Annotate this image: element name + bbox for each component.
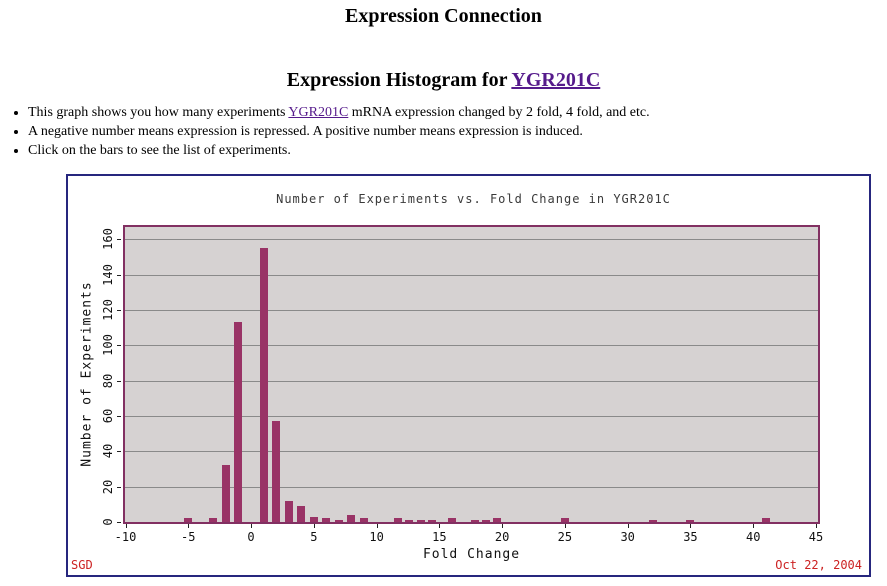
- histogram-chart: Number of Experiments vs. Fold Change in…: [66, 174, 871, 577]
- x-tick: [816, 524, 817, 528]
- y-tick: [117, 487, 121, 488]
- bullet-text: This graph shows you how many experiment…: [28, 105, 289, 120]
- notes-list: This graph shows you how many experiment…: [0, 105, 887, 159]
- histogram-bar[interactable]: [482, 520, 490, 522]
- chart-title: Number of Experiments vs. Fold Change in…: [276, 192, 671, 206]
- bullet-text: mRNA expression changed by 2 fold, 4 fol…: [348, 105, 650, 120]
- histogram-bar[interactable]: [209, 518, 217, 522]
- histogram-subtitle: Expression Histogram for YGR201C: [0, 69, 887, 92]
- histogram-bar[interactable]: [360, 518, 368, 522]
- x-tick-label: 35: [683, 530, 698, 544]
- plot-area: [123, 225, 820, 524]
- x-tick: [188, 524, 189, 528]
- x-tick: [628, 524, 629, 528]
- x-tick-label: 0: [247, 530, 255, 544]
- y-axis-title: Number of Experiments: [79, 281, 95, 467]
- histogram-bar[interactable]: [417, 520, 425, 522]
- histogram-bar[interactable]: [335, 520, 343, 522]
- y-tick-label: 80: [101, 373, 115, 388]
- histogram-bar[interactable]: [471, 520, 479, 522]
- x-tick: [314, 524, 315, 528]
- gridline: [125, 380, 818, 382]
- x-tick-label: 25: [557, 530, 573, 544]
- y-tick: [117, 275, 121, 276]
- histogram-bar[interactable]: [222, 465, 230, 522]
- y-tick-label: 0: [101, 518, 115, 526]
- x-tick-label: 5: [310, 530, 318, 544]
- gridline: [125, 451, 818, 453]
- histogram-bar[interactable]: [272, 421, 280, 522]
- subtitle-prefix: Expression Histogram for: [286, 69, 512, 91]
- x-axis-title: Fold Change: [422, 547, 521, 562]
- bullet-text: Click on the bars to see the list of exp…: [28, 143, 291, 158]
- y-tick-label: 100: [101, 334, 115, 357]
- y-tick-label: 120: [101, 299, 115, 321]
- list-item: Click on the bars to see the list of exp…: [28, 143, 887, 159]
- gridline: [125, 486, 818, 488]
- list-item: This graph shows you how many experiment…: [28, 105, 887, 121]
- y-tick-label: 20: [101, 479, 115, 494]
- x-tick-label: -5: [181, 530, 196, 544]
- gridline: [125, 274, 818, 276]
- histogram-bar[interactable]: [347, 515, 355, 522]
- y-tick: [117, 416, 121, 417]
- histogram-bar[interactable]: [428, 520, 436, 522]
- histogram-bar[interactable]: [297, 506, 305, 522]
- x-tick-label: 15: [432, 530, 447, 544]
- x-tick: [753, 524, 754, 528]
- gene-link[interactable]: YGR201C: [511, 69, 601, 91]
- y-tick: [117, 310, 121, 311]
- x-tick-label: 30: [620, 530, 635, 544]
- x-tick: [565, 524, 566, 528]
- x-tick: [126, 524, 127, 528]
- y-tick: [117, 522, 121, 523]
- x-tick: [377, 524, 378, 528]
- x-tick: [251, 524, 252, 528]
- list-item: A negative number means expression is re…: [28, 124, 887, 140]
- histogram-bar[interactable]: [394, 518, 402, 522]
- histogram-bar[interactable]: [234, 322, 242, 522]
- histogram-bar[interactable]: [285, 501, 293, 522]
- histogram-bar[interactable]: [686, 520, 694, 522]
- y-tick-label: 60: [101, 408, 115, 424]
- x-tick: [690, 524, 691, 528]
- gridline: [125, 310, 818, 312]
- histogram-bar[interactable]: [561, 518, 569, 522]
- bullet-text: A negative number means expression is re…: [28, 124, 583, 139]
- gridline: [125, 239, 818, 241]
- gridline: [125, 345, 818, 347]
- gridline: [125, 416, 818, 417]
- histogram-bar[interactable]: [762, 518, 770, 522]
- y-tick: [117, 345, 121, 346]
- histogram-bar[interactable]: [405, 520, 413, 522]
- histogram-bar[interactable]: [649, 520, 657, 522]
- gene-link[interactable]: YGR201C: [288, 105, 349, 120]
- y-tick: [117, 239, 121, 240]
- y-tick: [117, 381, 121, 382]
- x-tick-label: 10: [369, 530, 384, 544]
- sgd-attribution: SGD: [71, 558, 93, 572]
- x-tick-label: 45: [808, 530, 824, 544]
- histogram-bar[interactable]: [184, 518, 192, 522]
- x-tick-label: 20: [494, 530, 510, 544]
- histogram-bar[interactable]: [493, 518, 501, 522]
- x-tick-label: -10: [114, 530, 137, 544]
- y-tick-label: 160: [101, 228, 115, 251]
- histogram-bar[interactable]: [310, 517, 318, 522]
- chart-date: Oct 22, 2004: [775, 558, 862, 572]
- y-tick-label: 40: [101, 444, 115, 459]
- x-tick: [439, 524, 440, 528]
- y-tick-label: 140: [101, 263, 115, 286]
- histogram-bar[interactable]: [448, 518, 456, 522]
- histogram-bar[interactable]: [322, 518, 330, 522]
- page-title: Expression Connection: [345, 5, 542, 27]
- histogram-bar[interactable]: [260, 248, 268, 522]
- x-tick: [502, 524, 503, 528]
- y-tick: [117, 451, 121, 452]
- x-tick-label: 40: [745, 530, 761, 544]
